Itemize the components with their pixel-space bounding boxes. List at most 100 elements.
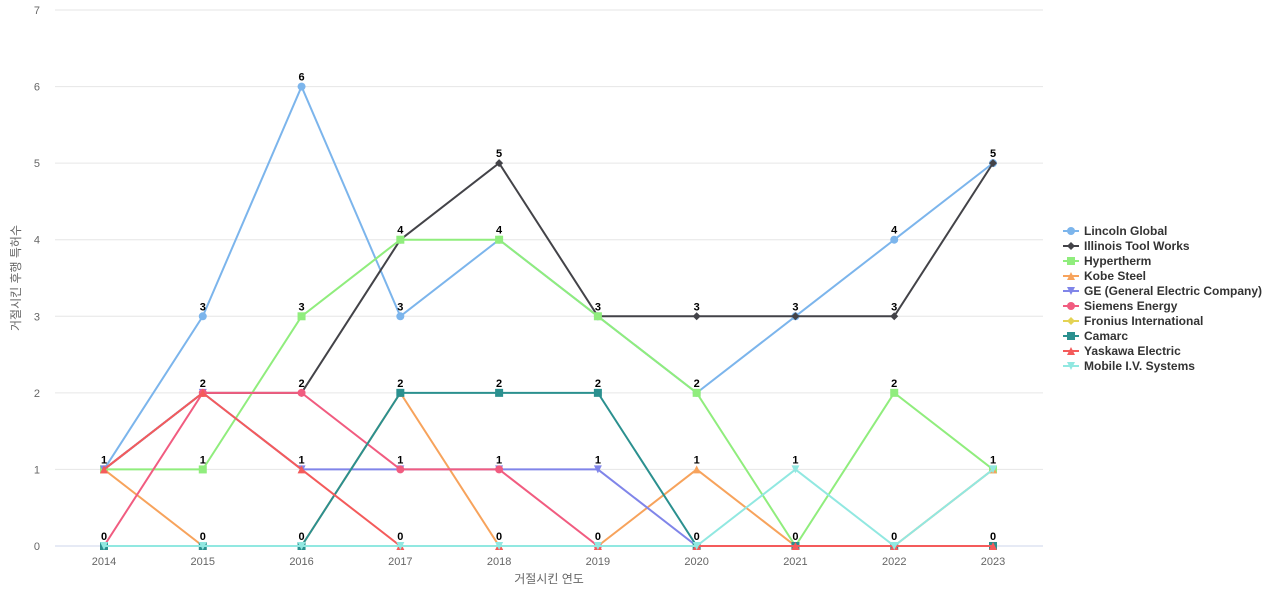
data-point <box>495 542 504 550</box>
data-label: 6 <box>298 72 304 84</box>
y-tick-label: 5 <box>34 158 40 170</box>
data-label: 0 <box>101 531 107 543</box>
series-lines <box>100 82 997 550</box>
legend-item[interactable]: GE (General Electric Company) <box>1063 284 1262 298</box>
x-tick-label: 2023 <box>981 556 1005 568</box>
legend-item[interactable]: Camarc <box>1063 329 1128 343</box>
data-labels: 1 3 6 3 4 3 2 3 4 5 2 2 4 5 3 3 1 3 0 2 1 0 0 2 0 0 1 0 1 1 1 1 0 0 0 0 2 2 1 <box>101 72 996 543</box>
y-tick-label: 2 <box>34 388 40 400</box>
x-tick-label: 2018 <box>487 556 511 568</box>
legend-marker-icon <box>1067 227 1075 235</box>
legend-label: Hypertherm <box>1084 254 1151 268</box>
data-point <box>989 465 997 474</box>
data-label: 3 <box>298 301 304 313</box>
legend-item[interactable]: Lincoln Global <box>1063 224 1167 238</box>
data-point <box>692 388 701 397</box>
data-label: 4 <box>496 225 503 237</box>
data-label: 2 <box>595 378 601 390</box>
legend-label: Kobe Steel <box>1084 269 1146 283</box>
data-label: 1 <box>298 454 304 466</box>
data-label: 3 <box>891 301 897 313</box>
legend-marker-icon <box>1067 257 1075 265</box>
x-tick-label: 2014 <box>92 556 116 568</box>
data-label: 3 <box>792 301 798 313</box>
data-point <box>890 388 899 397</box>
data-label: 3 <box>694 301 700 313</box>
data-label: 0 <box>891 531 897 543</box>
data-label: 2 <box>496 378 502 390</box>
data-point <box>100 465 108 474</box>
data-label: 1 <box>792 454 798 466</box>
legend-label: Lincoln Global <box>1084 224 1167 238</box>
x-tick-label: 2017 <box>388 556 412 568</box>
data-label: 2 <box>891 378 897 390</box>
legend-item[interactable]: Illinois Tool Works <box>1063 239 1190 253</box>
data-point <box>692 542 701 550</box>
y-tick-label: 1 <box>34 464 40 476</box>
x-axis-title: 거절시킨 연도 <box>514 572 584 586</box>
data-label: 1 <box>595 454 601 466</box>
data-label: 0 <box>298 531 304 543</box>
legend-marker-icon <box>1067 347 1075 355</box>
series-mobile-i-v-systems <box>100 465 997 550</box>
legend-item[interactable]: Hypertherm <box>1063 254 1151 268</box>
data-point <box>593 388 602 397</box>
data-label: 1 <box>200 454 206 466</box>
legend-label: Yaskawa Electric <box>1084 344 1181 358</box>
data-point <box>495 159 504 168</box>
legend-item[interactable]: Kobe Steel <box>1063 269 1146 283</box>
data-point <box>396 235 405 244</box>
legend-item[interactable]: Mobile I.V. Systems <box>1063 359 1195 373</box>
legend-marker-icon <box>1067 317 1075 325</box>
data-label: 0 <box>200 531 206 543</box>
data-label: 2 <box>298 378 304 390</box>
data-point <box>890 312 899 321</box>
legend-label: Siemens Energy <box>1084 299 1178 313</box>
data-point <box>593 542 602 550</box>
data-point <box>297 388 306 397</box>
data-label: 0 <box>496 531 502 543</box>
data-point <box>791 465 800 474</box>
data-label: 2 <box>397 378 403 390</box>
legend-item[interactable]: Fronius International <box>1063 314 1203 328</box>
data-point <box>198 312 207 321</box>
data-point <box>890 542 899 550</box>
legend-label: Illinois Tool Works <box>1084 239 1190 253</box>
legend-label: GE (General Electric Company) <box>1084 284 1262 298</box>
legend-marker-icon <box>1067 332 1075 340</box>
data-point <box>396 542 405 550</box>
data-label: 3 <box>595 301 601 313</box>
data-point <box>495 465 504 474</box>
data-label: 5 <box>496 148 502 160</box>
data-point <box>890 235 899 244</box>
data-label: 0 <box>792 531 798 543</box>
data-label: 0 <box>397 531 403 543</box>
data-point <box>692 312 701 321</box>
data-point <box>297 542 306 550</box>
legend-item[interactable]: Yaskawa Electric <box>1063 344 1181 358</box>
data-point <box>297 82 306 91</box>
data-point <box>495 388 504 397</box>
data-point <box>198 465 207 474</box>
legend-marker-icon <box>1067 362 1075 370</box>
data-label: 1 <box>397 454 403 466</box>
x-tick-label: 2019 <box>586 556 610 568</box>
y-tick-label: 0 <box>34 541 40 553</box>
series-line <box>104 468 994 548</box>
data-label: 3 <box>200 301 206 313</box>
data-point <box>297 465 306 474</box>
data-label: 2 <box>694 378 700 390</box>
x-axis-ticks: 2014 2015 2016 2017 2018 2019 2020 2021 2022 2023 <box>92 556 1005 568</box>
data-point <box>791 312 800 321</box>
legend-marker-icon <box>1067 242 1075 250</box>
data-point <box>198 388 207 397</box>
legend-marker-icon <box>1067 272 1075 280</box>
data-point <box>692 465 701 474</box>
y-axis-title: 거절시킨 후행 특허수 <box>8 225 23 331</box>
data-point <box>593 465 602 474</box>
legend-item[interactable]: Siemens Energy <box>1063 299 1178 313</box>
data-label: 1 <box>101 454 107 466</box>
x-tick-label: 2016 <box>289 556 313 568</box>
